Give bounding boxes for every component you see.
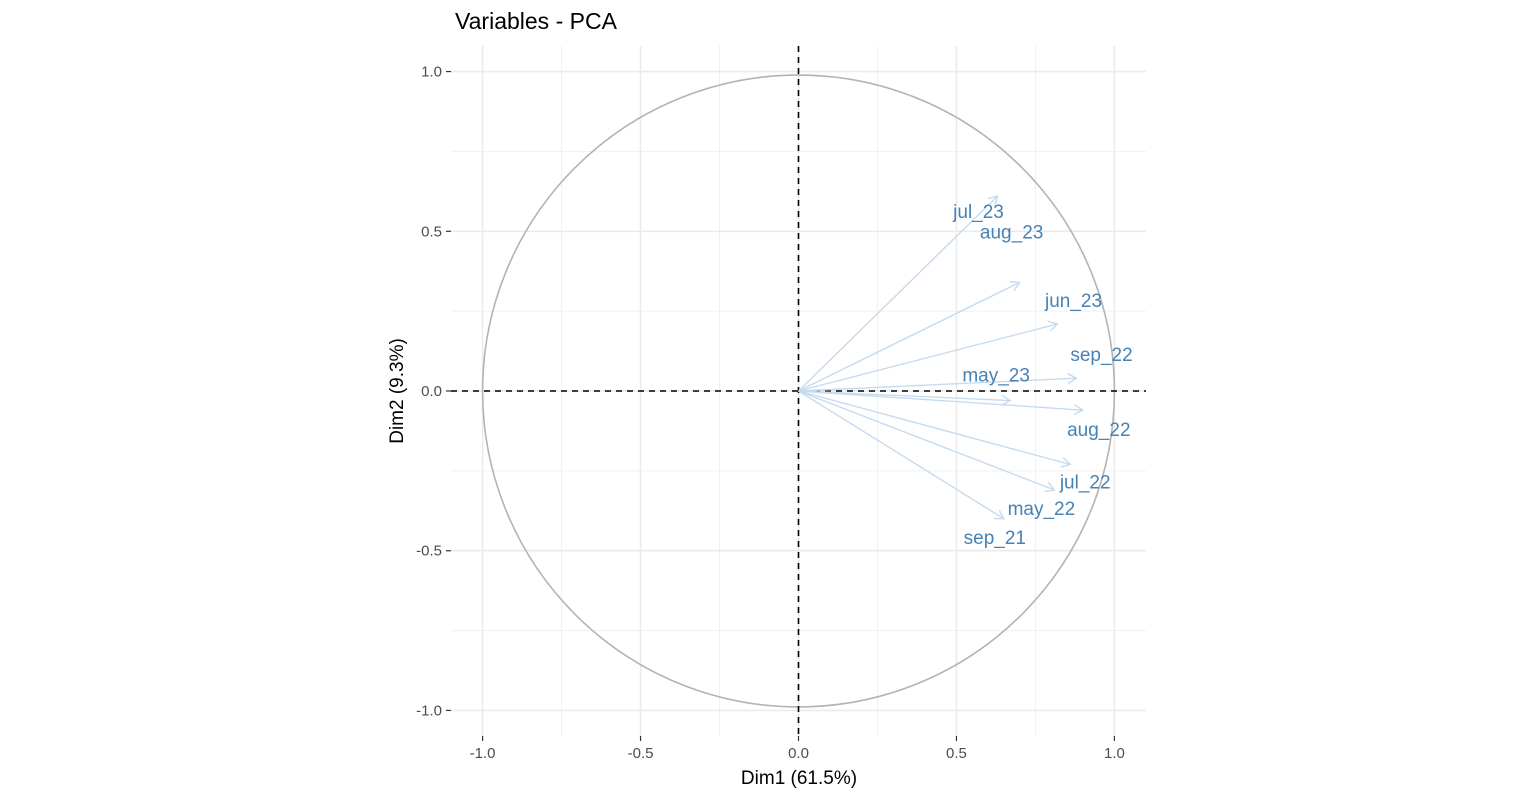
x-tick-label: 0.0 xyxy=(788,745,809,762)
variable-label-sep_22: sep_22 xyxy=(1070,345,1132,366)
x-tick-label: 1.0 xyxy=(1104,745,1125,762)
arrow-sep_22 xyxy=(798,377,1077,392)
y-tick-label: 0.5 xyxy=(421,223,442,240)
y-axis-title: Dim2 (9.3%) xyxy=(387,338,408,444)
arrow-sep_21 xyxy=(798,390,1005,520)
chart-title: Variables - PCA xyxy=(455,8,618,34)
arrowhead-jul_23 xyxy=(987,195,999,206)
variable-label-aug_22: aug_22 xyxy=(1067,420,1130,441)
y-tick-label: 0.0 xyxy=(421,383,442,400)
arrow-aug_23 xyxy=(798,281,1020,392)
x-axis-title: Dim1 (61.5%) xyxy=(741,768,857,789)
x-tick-label: -0.5 xyxy=(628,745,654,762)
arrow-jul_23 xyxy=(798,195,999,392)
variable-label-jul_22: jul_22 xyxy=(1059,472,1111,493)
arrowhead-sep_22 xyxy=(1067,373,1078,385)
variable-arrows xyxy=(798,195,1085,520)
variable-label-jul_23: jul_23 xyxy=(952,202,1004,223)
variable-label-jun_23: jun_23 xyxy=(1044,291,1102,312)
axes: -1.0 -0.5 0.0 0.5 1.0 -1.0 -0.5 0.0 0.5 1.0 xyxy=(416,64,1125,762)
arrow-jul_22 xyxy=(798,390,1071,466)
arrowhead-may_23 xyxy=(1000,394,1012,406)
arrow-jun_23 xyxy=(798,323,1058,392)
arrowhead-may_22 xyxy=(1044,481,1056,493)
variable-label-may_22: may_22 xyxy=(1008,499,1076,520)
arrow-may_22 xyxy=(798,390,1055,491)
y-tick-label: -0.5 xyxy=(416,543,442,560)
arrow-may_23 xyxy=(798,390,1011,402)
y-tick-label: -1.0 xyxy=(416,702,442,719)
arrowhead-aug_22 xyxy=(1073,404,1085,416)
arrowhead-jun_23 xyxy=(1047,320,1059,332)
arrowhead-jul_22 xyxy=(1060,456,1072,468)
arrow-aug_22 xyxy=(798,390,1083,411)
x-tick-label: -1.0 xyxy=(470,745,496,762)
x-tick-label: 0.5 xyxy=(946,745,967,762)
arrowhead-sep_21 xyxy=(993,509,1006,520)
variable-label-sep_21: sep_21 xyxy=(964,528,1026,549)
y-tick-label: 1.0 xyxy=(421,64,442,81)
variable-label-aug_23: aug_23 xyxy=(980,222,1043,243)
arrowhead-aug_23 xyxy=(1009,281,1021,292)
variable-label-may_23: may_23 xyxy=(962,366,1030,387)
